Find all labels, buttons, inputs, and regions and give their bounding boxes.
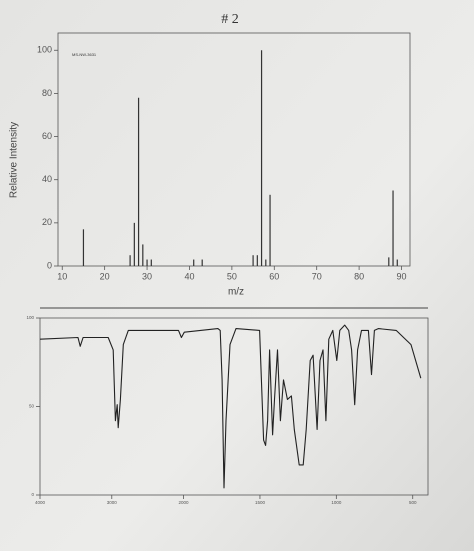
- y-tick-label: 40: [42, 174, 52, 184]
- y-tick-label: 0: [47, 260, 52, 270]
- x-tick-label: 90: [397, 272, 407, 282]
- x-tick-label: 2000: [179, 500, 190, 505]
- y-tick-label: 20: [42, 217, 52, 227]
- x-tick-label: 70: [312, 272, 322, 282]
- y-tick-label: 60: [42, 131, 52, 141]
- spectrum-line: [39, 324, 422, 489]
- x-tick-label: 10: [57, 272, 67, 282]
- x-tick-label: 40: [184, 272, 194, 282]
- y-axis-label: Relative Intensity: [9, 122, 20, 198]
- x-tick-label: 4000: [35, 500, 46, 505]
- x-tick-label: 80: [354, 272, 364, 282]
- x-axis-label: m/z: [228, 287, 244, 298]
- x-tick-label: 3000: [107, 500, 118, 505]
- x-tick-label: 1500: [255, 500, 266, 505]
- x-tick-label: 30: [142, 272, 152, 282]
- x-tick-label: 60: [269, 272, 279, 282]
- y-tick-label: 100: [26, 315, 34, 320]
- x-tick-label: 1000: [331, 500, 342, 505]
- plot-frame: [57, 32, 411, 267]
- y-tick-label: 0: [31, 492, 34, 497]
- y-tick-label: 80: [42, 88, 52, 98]
- handwritten-title: # 2: [221, 12, 239, 27]
- x-tick-label: 500: [409, 500, 417, 505]
- y-tick-label: 100: [37, 45, 52, 55]
- annotation: MS-NW-3631: [72, 52, 97, 57]
- x-tick-label: 20: [100, 272, 110, 282]
- y-tick-label: 50: [29, 404, 35, 409]
- x-tick-label: 50: [227, 272, 237, 282]
